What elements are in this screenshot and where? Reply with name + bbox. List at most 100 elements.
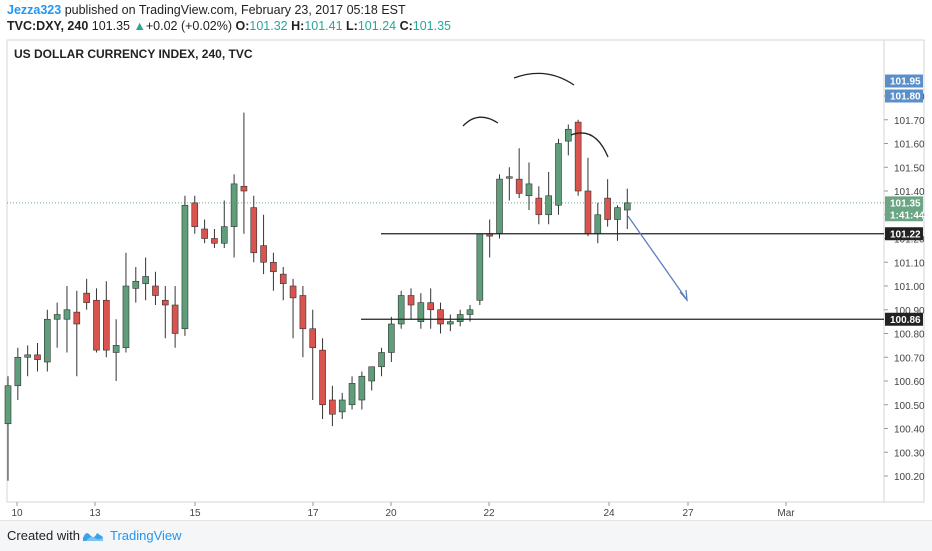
- price-badge-label: 101.80: [890, 92, 921, 103]
- candle-body-down: [309, 328, 317, 349]
- price-badge-bg: [885, 227, 923, 241]
- candle[interactable]: [614, 205, 621, 241]
- candle-body-down: [260, 245, 267, 263]
- candle[interactable]: [358, 371, 366, 410]
- candle-body-down: [73, 311, 81, 325]
- candle[interactable]: [220, 200, 228, 249]
- author-link[interactable]: Jezza323: [7, 3, 62, 17]
- candle-body-up: [555, 143, 562, 206]
- candle-body-down: [604, 197, 611, 220]
- candle[interactable]: [44, 309, 51, 372]
- candle[interactable]: [191, 195, 199, 234]
- plot-area[interactable]: [6, 39, 885, 503]
- candle[interactable]: [53, 302, 61, 348]
- price-chart[interactable]: US DOLLAR CURRENCY INDEX, 240, TVC 101.8…: [0, 0, 932, 520]
- candle-body-up: [525, 183, 533, 197]
- candle-body-up: [14, 356, 22, 387]
- price-badge: 101.95: [885, 74, 923, 88]
- candle[interactable]: [240, 112, 248, 234]
- candle[interactable]: [73, 290, 81, 377]
- candle[interactable]: [496, 174, 503, 239]
- candle[interactable]: [397, 290, 405, 329]
- price-badge-label: 1:41:44: [890, 210, 925, 221]
- x-tick-label: 24: [603, 508, 615, 519]
- candle[interactable]: [437, 302, 444, 334]
- candle[interactable]: [83, 278, 90, 310]
- candle[interactable]: [181, 195, 189, 336]
- candle[interactable]: [14, 347, 22, 400]
- candle[interactable]: [525, 162, 533, 211]
- candle[interactable]: [63, 286, 71, 353]
- candle[interactable]: [378, 347, 385, 377]
- last-price: 101.35: [91, 19, 130, 33]
- y-tick-label: 100.40: [894, 425, 925, 436]
- candle-body-up: [545, 195, 552, 216]
- candle-body-down: [250, 207, 258, 254]
- candle[interactable]: [299, 286, 307, 358]
- candle-body-up: [358, 375, 366, 401]
- candle-body-up: [397, 295, 405, 325]
- candle-body-up: [220, 226, 228, 244]
- tradingview-logo-icon[interactable]: [82, 528, 104, 542]
- candle[interactable]: [515, 148, 523, 199]
- candle-body-down: [152, 285, 159, 296]
- candle[interactable]: [112, 319, 120, 381]
- candle[interactable]: [309, 309, 317, 400]
- candle[interactable]: [270, 252, 277, 291]
- candle-body-down: [584, 190, 592, 235]
- candle[interactable]: [545, 172, 552, 225]
- open-value: 101.32: [249, 19, 288, 33]
- footer-bar: Created with TradingView: [0, 520, 932, 551]
- candle[interactable]: [103, 281, 110, 358]
- candle[interactable]: [4, 376, 12, 481]
- candle[interactable]: [319, 338, 326, 419]
- candle-body-up: [24, 354, 31, 358]
- candle[interactable]: [161, 286, 169, 339]
- candle[interactable]: [171, 286, 179, 348]
- candle-body-down: [201, 228, 208, 239]
- candle-body-down: [103, 299, 110, 351]
- candle[interactable]: [555, 138, 562, 215]
- candle[interactable]: [34, 343, 41, 372]
- candle[interactable]: [456, 309, 464, 327]
- candle[interactable]: [289, 278, 297, 339]
- ohlc-line: TVC:DXY, 240 101.35 ▲+0.02 (+0.02%) O:10…: [7, 19, 451, 33]
- price-badge: 100.86: [885, 312, 923, 326]
- candle[interactable]: [427, 288, 434, 329]
- candle[interactable]: [604, 179, 611, 227]
- candle[interactable]: [535, 186, 543, 225]
- candle[interactable]: [447, 314, 454, 332]
- candle[interactable]: [132, 267, 140, 303]
- candle[interactable]: [142, 257, 149, 301]
- candle[interactable]: [388, 316, 395, 362]
- candle[interactable]: [338, 392, 346, 419]
- candle[interactable]: [260, 214, 267, 275]
- y-tick-label: 100.50: [894, 401, 925, 412]
- candle[interactable]: [250, 195, 258, 263]
- candle-body-up: [466, 309, 474, 315]
- candle[interactable]: [574, 119, 582, 196]
- head-arc: [513, 72, 575, 86]
- candle[interactable]: [417, 293, 425, 329]
- tradingview-brand-link[interactable]: TradingView: [110, 528, 182, 543]
- candle[interactable]: [24, 345, 31, 377]
- candle[interactable]: [152, 271, 159, 305]
- candle[interactable]: [230, 174, 238, 258]
- candle[interactable]: [329, 385, 336, 427]
- candle[interactable]: [368, 366, 376, 391]
- candle[interactable]: [623, 188, 631, 229]
- candle[interactable]: [348, 376, 356, 410]
- candle[interactable]: [201, 219, 208, 244]
- chart-title: US DOLLAR CURRENCY INDEX, 240, TVC: [14, 47, 253, 61]
- candle[interactable]: [122, 252, 130, 353]
- price-badge-bg: [885, 196, 923, 210]
- candle[interactable]: [211, 229, 218, 248]
- candle-body-up: [132, 280, 140, 289]
- high-label: H:: [291, 19, 305, 33]
- candle[interactable]: [407, 288, 415, 320]
- candle[interactable]: [506, 167, 513, 201]
- candle-body-down: [279, 273, 287, 284]
- candle[interactable]: [476, 233, 484, 305]
- candle[interactable]: [93, 288, 100, 353]
- candle[interactable]: [279, 267, 287, 301]
